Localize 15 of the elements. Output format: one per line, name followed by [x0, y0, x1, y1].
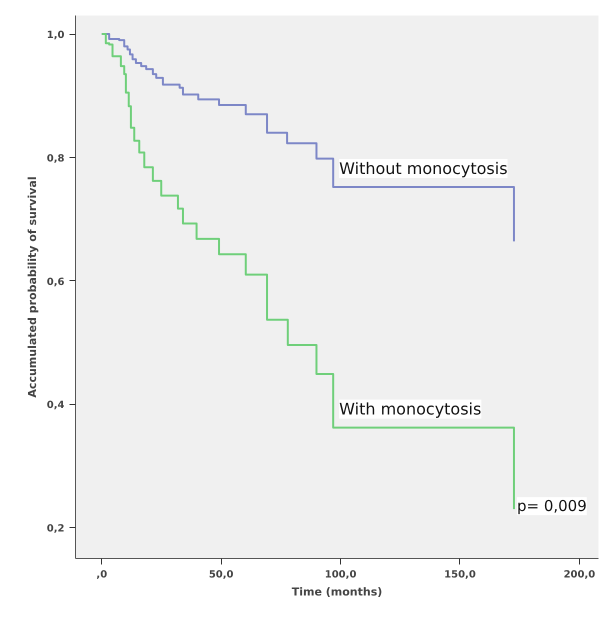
series-label: With monocytosis	[339, 400, 482, 419]
y-tick-label: 0,6	[46, 276, 65, 288]
x-tick-label: 100,0	[324, 570, 356, 580]
annotation: p= 0,009	[516, 497, 587, 516]
series-label: Without monocytosis	[339, 159, 508, 178]
x-tick-label: 200,0	[564, 570, 596, 580]
y-axis-title: Accumulated probability of survival	[26, 176, 39, 398]
x-tick-label: 150,0	[444, 570, 476, 580]
x-tick-label: ,0	[96, 570, 108, 580]
y-tick-label: 0,8	[46, 153, 65, 164]
y-tick-label: 0,2	[46, 524, 65, 535]
x-axis-title: Time (months)	[292, 586, 382, 598]
y-tick-label: 1,0	[46, 30, 65, 42]
y-tick-label: 0,4	[46, 400, 65, 412]
x-tick-label: 50,0	[208, 570, 234, 580]
